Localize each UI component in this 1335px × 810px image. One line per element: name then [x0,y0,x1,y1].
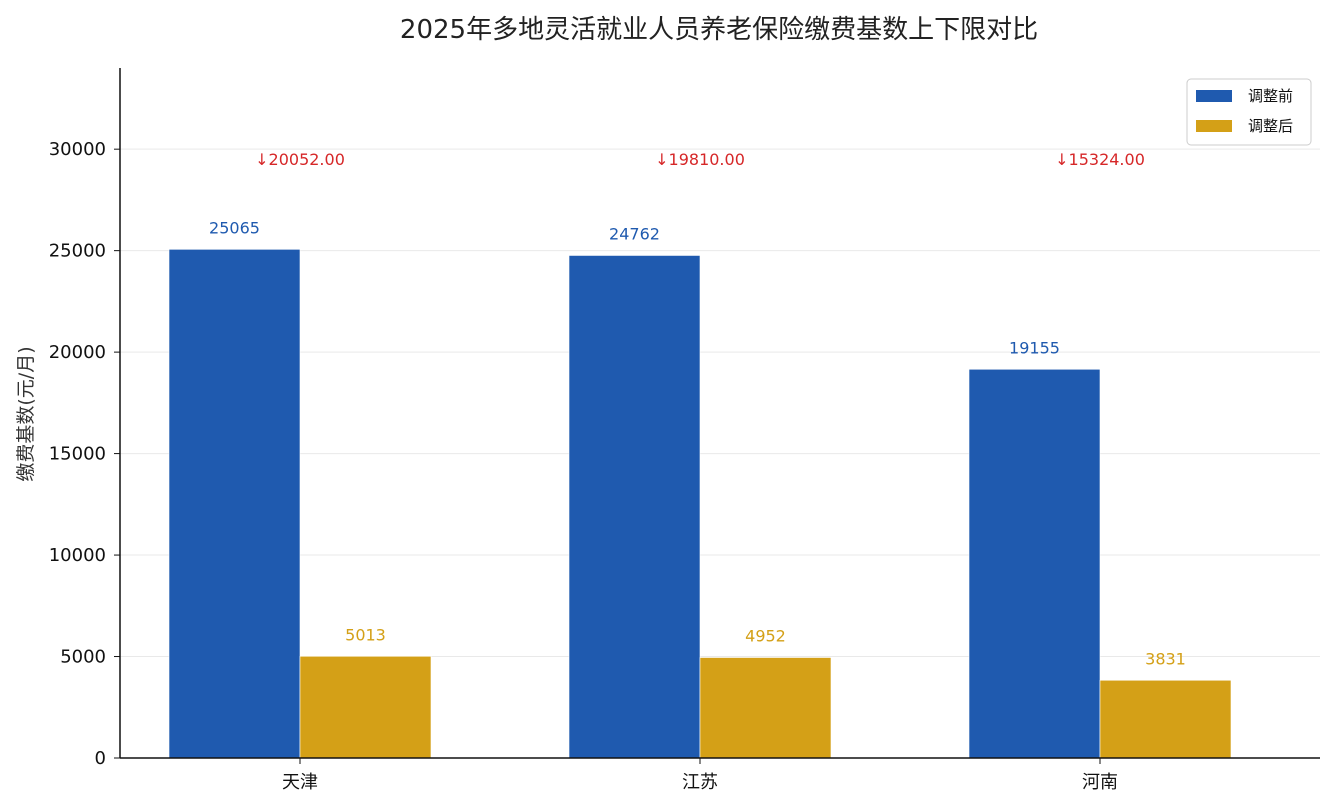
data-label: 3831 [1145,649,1186,668]
bar [968,368,1101,759]
y-tick-label: 10000 [49,545,106,566]
grid-lines [120,148,1320,658]
difference-annotation: ↓15324.00 [1055,150,1145,169]
data-label: 5013 [345,625,386,644]
legend: 调整前 调整后 [1186,78,1312,146]
difference-annotation: ↓19810.00 [655,150,745,169]
tick-labels: 0 5000 10000 15000 20000 25000 30000 天津 江苏 河南 [49,139,1118,793]
data-label: 19155 [1009,338,1060,357]
y-tick-label: 25000 [49,241,106,262]
legend-swatch-before [1196,90,1232,102]
chart-title: 2025年多地灵活就业人员养老保险缴费基数上下限对比 [400,15,1038,45]
axes [119,68,1320,759]
bar [299,655,432,759]
legend-swatch-after [1196,120,1232,132]
bar [568,255,701,759]
bar [1099,679,1232,759]
x-tick-label: 江苏 [682,772,718,793]
data-label: 25065 [209,218,260,237]
legend-label-before: 调整前 [1248,87,1293,105]
y-tick-label: 5000 [60,647,106,668]
bar [699,657,832,759]
y-axis-label: 缴费基数(元/月) [15,346,37,481]
legend-label-after: 调整后 [1248,117,1293,135]
x-tick-label: 河南 [1082,772,1118,793]
data-label: 4952 [745,627,786,646]
bars [168,249,1232,759]
y-tick-label: 20000 [49,342,106,363]
y-tick-label: 30000 [49,139,106,160]
y-tick-label: 15000 [49,444,106,465]
data-label: 24762 [609,224,660,243]
data-labels: 25065 5013 ↓20052.00 24762 4952 ↓19810.00 1915… [209,150,1186,668]
y-tick-label: 0 [95,748,106,769]
x-tick-label: 天津 [282,772,318,793]
difference-annotation: ↓20052.00 [255,150,345,169]
bar [168,249,301,759]
